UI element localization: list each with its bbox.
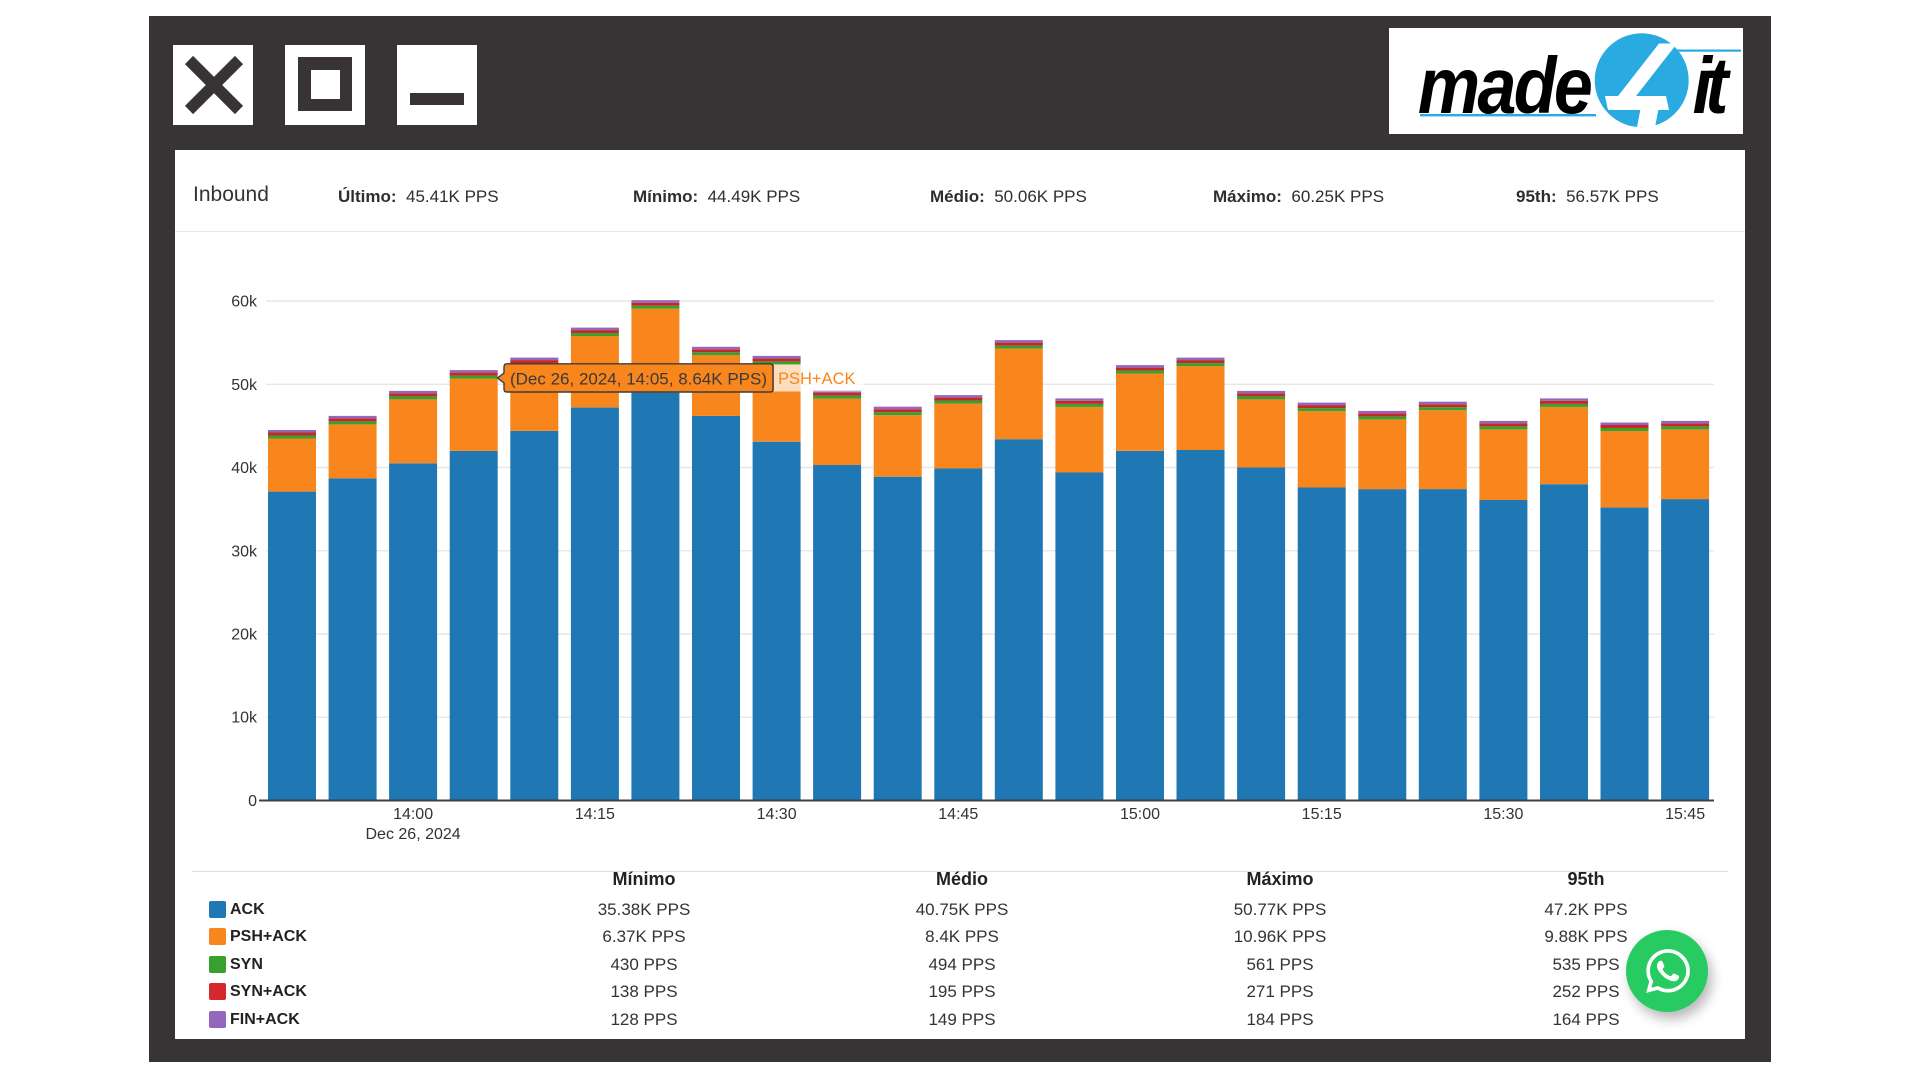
svg-text:15:30: 15:30 xyxy=(1483,806,1523,823)
svg-text:14:00: 14:00 xyxy=(393,806,433,823)
svg-text:Dec 26, 2024: Dec 26, 2024 xyxy=(366,826,461,843)
svg-text:60k: 60k xyxy=(231,294,258,311)
svg-text:0: 0 xyxy=(248,793,257,810)
svg-text:15:00: 15:00 xyxy=(1120,806,1160,823)
svg-text:14:15: 14:15 xyxy=(575,806,615,823)
svg-text:14:45: 14:45 xyxy=(938,806,978,823)
svg-text:PSH+ACK: PSH+ACK xyxy=(778,370,856,388)
svg-text:20k: 20k xyxy=(231,627,258,644)
svg-text:(Dec 26, 2024, 14:05, 8.64K PP: (Dec 26, 2024, 14:05, 8.64K PPS) xyxy=(510,370,767,389)
svg-text:50k: 50k xyxy=(231,377,258,394)
svg-text:40k: 40k xyxy=(231,460,258,477)
svg-text:made: made xyxy=(1418,41,1591,130)
svg-text:30k: 30k xyxy=(231,543,258,560)
svg-text:10k: 10k xyxy=(231,710,258,727)
svg-text:14:30: 14:30 xyxy=(757,806,797,823)
svg-text:15:45: 15:45 xyxy=(1665,806,1705,823)
svg-text:15:15: 15:15 xyxy=(1302,806,1342,823)
